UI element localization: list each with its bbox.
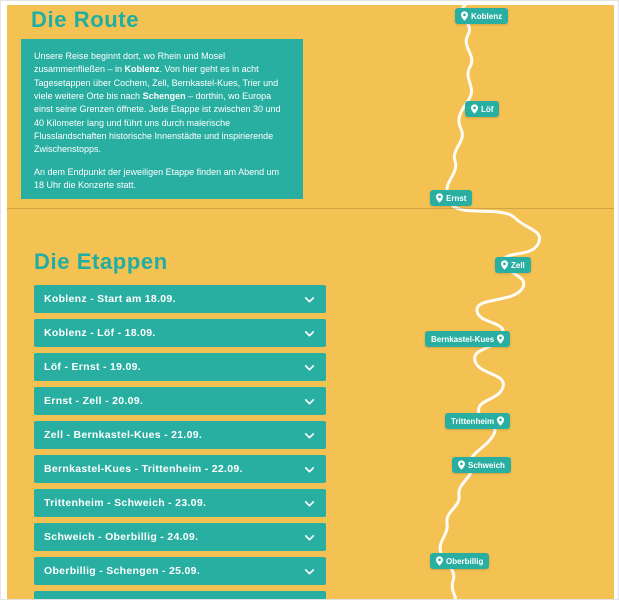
route-description: Unsere Reise beginnt dort, wo Rhein und … (34, 50, 290, 157)
location-pin-icon (458, 460, 465, 470)
accordion-label: Ernst - Zell - 20.09. (44, 395, 144, 407)
chevron-down-icon (304, 330, 315, 336)
map-pin-schweich: Schweich (452, 457, 511, 473)
map-pin-oberbillig: Oberbillig (430, 553, 490, 569)
map-pin-koblenz: Koblenz (455, 8, 509, 24)
map-pin-label: Schweich (468, 460, 505, 470)
location-pin-icon (471, 104, 478, 114)
chevron-down-icon (304, 534, 315, 540)
route-text: Unsere Reise beginnt dort, wo Rhein und … (34, 51, 226, 75)
location-pin-icon (497, 334, 505, 344)
chevron-down-icon (304, 296, 315, 302)
location-pin-icon (461, 11, 468, 21)
map-pin-label: Zell (511, 260, 525, 270)
accordion-item-schweich-oberbillig[interactable]: Schweich - Oberbillig - 24.09. (34, 523, 326, 551)
location-pin-icon (436, 193, 443, 203)
route-text-bold-koblenz: Koblenz (124, 64, 160, 75)
map-pin-bernkastel-kues: Bernkastel-Kues (425, 331, 511, 347)
route-text: – dorthin, wo Europa einst seine Grenzen… (34, 90, 281, 155)
map-pin-label: Oberbillig (446, 556, 484, 566)
route-note: An dem Endpunkt der jeweiligen Etappe fi… (34, 166, 280, 190)
chevron-down-icon (304, 568, 315, 574)
accordion-label: Bernkastel-Kues - Trittenheim - 22.09. (44, 463, 243, 475)
route-text: . Von hier geht es in acht Tagesetappen … (34, 64, 279, 101)
chevron-down-icon (304, 466, 315, 472)
accordion-item-koblenz-start[interactable]: Koblenz - Start am 18.09. (34, 285, 326, 313)
etappen-title: Die Etappen (34, 249, 168, 274)
accordion-item-koblenz-lof[interactable]: Koblenz - Löf - 18.09. (34, 319, 326, 347)
accordion-item-lof-ernst[interactable]: Löf - Ernst - 19.09. (34, 353, 326, 381)
route-description-box: Unsere Reise beginnt dort, wo Rhein und … (21, 39, 303, 199)
accordion-item-oberbillig-schengen[interactable]: Oberbillig - Schengen - 25.09. (34, 557, 326, 585)
map-pin-label: Bernkastel-Kues (431, 334, 495, 344)
accordion-label: Zell - Bernkastel-Kues - 21.09. (44, 429, 203, 441)
map-pin-trittenheim: Trittenheim (445, 413, 511, 429)
accordion-label: Trittenheim - Schweich - 23.09. (44, 497, 207, 509)
etappen-accordion: Koblenz - Start am 18.09. Koblenz - Löf … (34, 285, 326, 599)
section-divider (7, 208, 614, 209)
chevron-down-icon (303, 599, 316, 600)
location-pin-icon (501, 260, 508, 270)
map-pin-label: Ernst (446, 193, 467, 203)
chevron-down-icon (304, 398, 315, 404)
accordion-label: Schweich - Oberbillig - 24.09. (44, 531, 199, 543)
map-pin-lof: Löf (465, 101, 500, 117)
accordion-label: Koblenz - Löf - 18.09. (44, 327, 156, 339)
chevron-down-icon (304, 500, 315, 506)
location-pin-icon (436, 556, 443, 566)
accordion-item-partial[interactable] (34, 591, 326, 599)
chevron-down-icon (304, 364, 315, 370)
accordion-label: Löf - Ernst - 19.09. (44, 361, 142, 373)
page-background: Die Route Unsere Reise beginnt dort, wo … (7, 5, 614, 599)
accordion-item-bernkastel-kues-trittenheim[interactable]: Bernkastel-Kues - Trittenheim - 22.09. (34, 455, 326, 483)
map-pin-ernst: Ernst (430, 190, 473, 206)
accordion-label: Koblenz - Start am 18.09. (44, 293, 176, 305)
accordion-item-trittenheim-schweich[interactable]: Trittenheim - Schweich - 23.09. (34, 489, 326, 517)
map-pin-label: Koblenz (471, 11, 503, 21)
map-pin-label: Trittenheim (451, 416, 495, 426)
route-title: Die Route (31, 7, 140, 32)
map-pin-label: Löf (481, 104, 494, 114)
route-text-bold-schengen: Schengen (142, 90, 186, 101)
location-pin-icon (497, 416, 505, 426)
accordion-item-zell-bernkastel-kues[interactable]: Zell - Bernkastel-Kues - 21.09. (34, 421, 326, 449)
accordion-label: Oberbillig - Schengen - 25.09. (44, 565, 201, 577)
map-pin-zell: Zell (495, 257, 531, 273)
chevron-down-icon (304, 432, 315, 438)
accordion-item-ernst-zell[interactable]: Ernst - Zell - 20.09. (34, 387, 326, 415)
